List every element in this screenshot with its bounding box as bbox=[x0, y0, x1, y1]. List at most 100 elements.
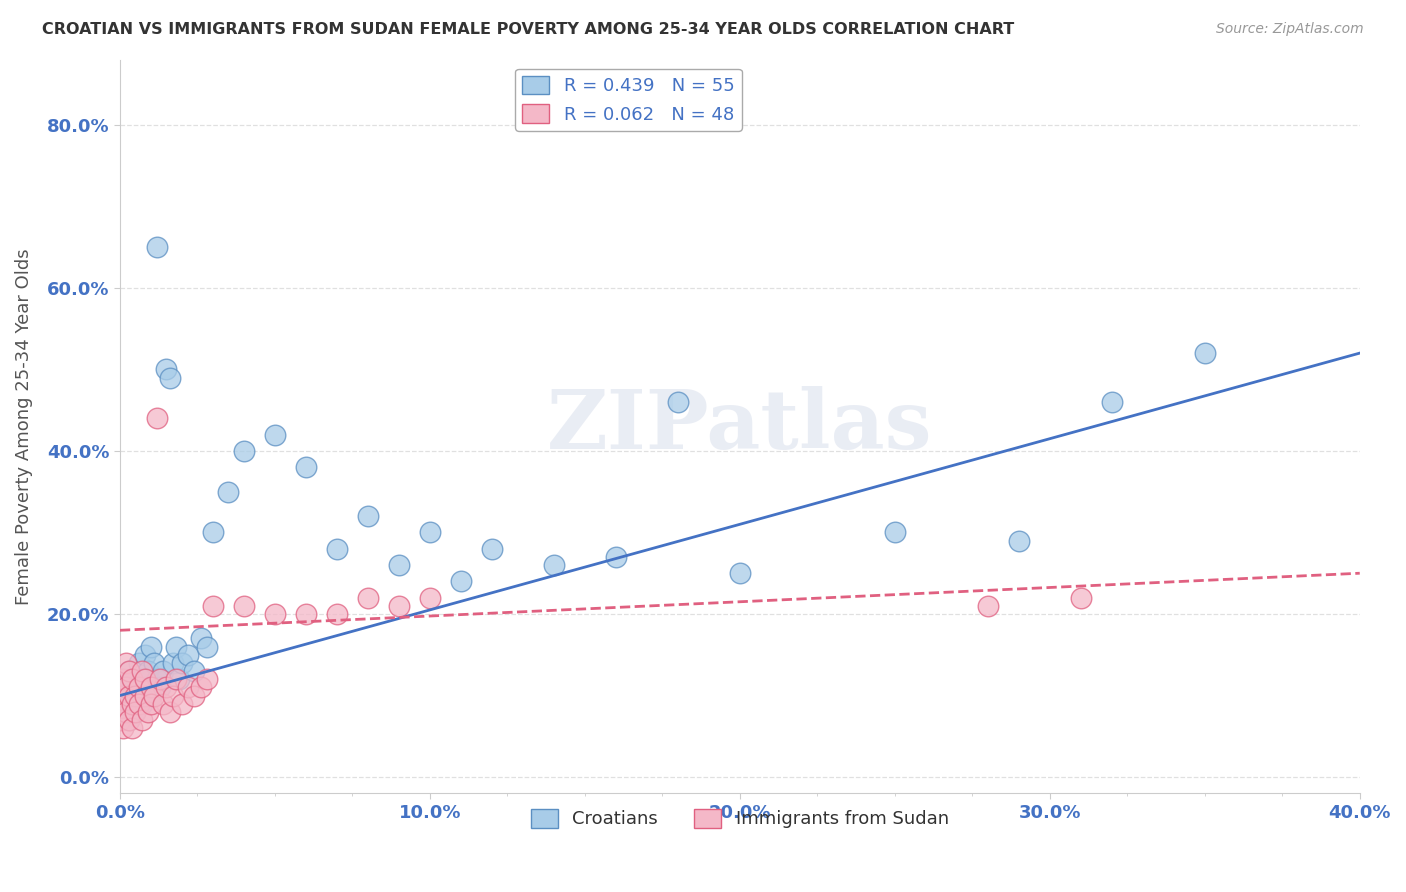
Point bbox=[128, 656, 150, 670]
Point bbox=[124, 681, 146, 695]
Point bbox=[115, 681, 138, 695]
Point bbox=[666, 395, 689, 409]
Point bbox=[121, 697, 143, 711]
Point bbox=[450, 574, 472, 589]
Point bbox=[146, 411, 169, 425]
Point bbox=[118, 689, 141, 703]
Point bbox=[177, 648, 200, 662]
Point bbox=[152, 697, 174, 711]
Y-axis label: Female Poverty Among 25-34 Year Olds: Female Poverty Among 25-34 Year Olds bbox=[15, 248, 32, 605]
Point bbox=[201, 525, 224, 540]
Point bbox=[155, 362, 177, 376]
Point bbox=[165, 672, 187, 686]
Point bbox=[115, 697, 138, 711]
Point bbox=[195, 640, 218, 654]
Point bbox=[134, 648, 156, 662]
Point bbox=[1194, 346, 1216, 360]
Point bbox=[124, 689, 146, 703]
Point bbox=[295, 460, 318, 475]
Point bbox=[1008, 533, 1031, 548]
Point bbox=[112, 672, 135, 686]
Point bbox=[232, 599, 254, 613]
Text: Source: ZipAtlas.com: Source: ZipAtlas.com bbox=[1216, 22, 1364, 37]
Point bbox=[162, 656, 184, 670]
Point bbox=[134, 672, 156, 686]
Point bbox=[136, 705, 159, 719]
Point bbox=[419, 591, 441, 605]
Point bbox=[295, 607, 318, 621]
Point bbox=[357, 591, 380, 605]
Point bbox=[146, 240, 169, 254]
Point bbox=[190, 632, 212, 646]
Point bbox=[131, 672, 153, 686]
Point bbox=[112, 689, 135, 703]
Point bbox=[139, 689, 162, 703]
Text: ZIPatlas: ZIPatlas bbox=[547, 386, 932, 467]
Point bbox=[108, 713, 131, 727]
Point bbox=[115, 681, 138, 695]
Point bbox=[149, 672, 172, 686]
Point bbox=[883, 525, 905, 540]
Point bbox=[136, 664, 159, 678]
Point bbox=[326, 607, 349, 621]
Point bbox=[112, 705, 135, 719]
Point bbox=[201, 599, 224, 613]
Point bbox=[170, 697, 193, 711]
Point bbox=[139, 681, 162, 695]
Point bbox=[183, 689, 205, 703]
Point bbox=[121, 721, 143, 735]
Point bbox=[419, 525, 441, 540]
Point bbox=[131, 713, 153, 727]
Point bbox=[159, 705, 181, 719]
Point bbox=[124, 705, 146, 719]
Point bbox=[146, 672, 169, 686]
Point bbox=[134, 689, 156, 703]
Point bbox=[143, 656, 166, 670]
Point bbox=[195, 672, 218, 686]
Point bbox=[232, 444, 254, 458]
Point bbox=[115, 656, 138, 670]
Point bbox=[388, 599, 411, 613]
Point bbox=[155, 681, 177, 695]
Point bbox=[388, 558, 411, 572]
Point bbox=[165, 640, 187, 654]
Point bbox=[162, 689, 184, 703]
Point bbox=[115, 705, 138, 719]
Point bbox=[264, 427, 287, 442]
Point bbox=[112, 721, 135, 735]
Point bbox=[1070, 591, 1092, 605]
Point bbox=[108, 689, 131, 703]
Point bbox=[131, 664, 153, 678]
Point bbox=[217, 484, 239, 499]
Point bbox=[159, 370, 181, 384]
Point bbox=[190, 681, 212, 695]
Point bbox=[128, 689, 150, 703]
Point bbox=[118, 664, 141, 678]
Point bbox=[118, 713, 141, 727]
Point bbox=[481, 541, 503, 556]
Point bbox=[170, 656, 193, 670]
Point bbox=[183, 664, 205, 678]
Point bbox=[326, 541, 349, 556]
Point bbox=[152, 664, 174, 678]
Point bbox=[139, 697, 162, 711]
Point bbox=[128, 697, 150, 711]
Point bbox=[128, 681, 150, 695]
Point bbox=[728, 566, 751, 581]
Point bbox=[121, 697, 143, 711]
Point bbox=[121, 672, 143, 686]
Point bbox=[121, 672, 143, 686]
Point bbox=[131, 697, 153, 711]
Point bbox=[1101, 395, 1123, 409]
Point bbox=[167, 672, 190, 686]
Point bbox=[134, 681, 156, 695]
Point bbox=[118, 664, 141, 678]
Point bbox=[112, 697, 135, 711]
Point bbox=[264, 607, 287, 621]
Point bbox=[108, 672, 131, 686]
Point bbox=[149, 681, 172, 695]
Point bbox=[143, 689, 166, 703]
Legend: Croatians, Immigrants from Sudan: Croatians, Immigrants from Sudan bbox=[523, 802, 956, 836]
Point bbox=[118, 713, 141, 727]
Point bbox=[118, 689, 141, 703]
